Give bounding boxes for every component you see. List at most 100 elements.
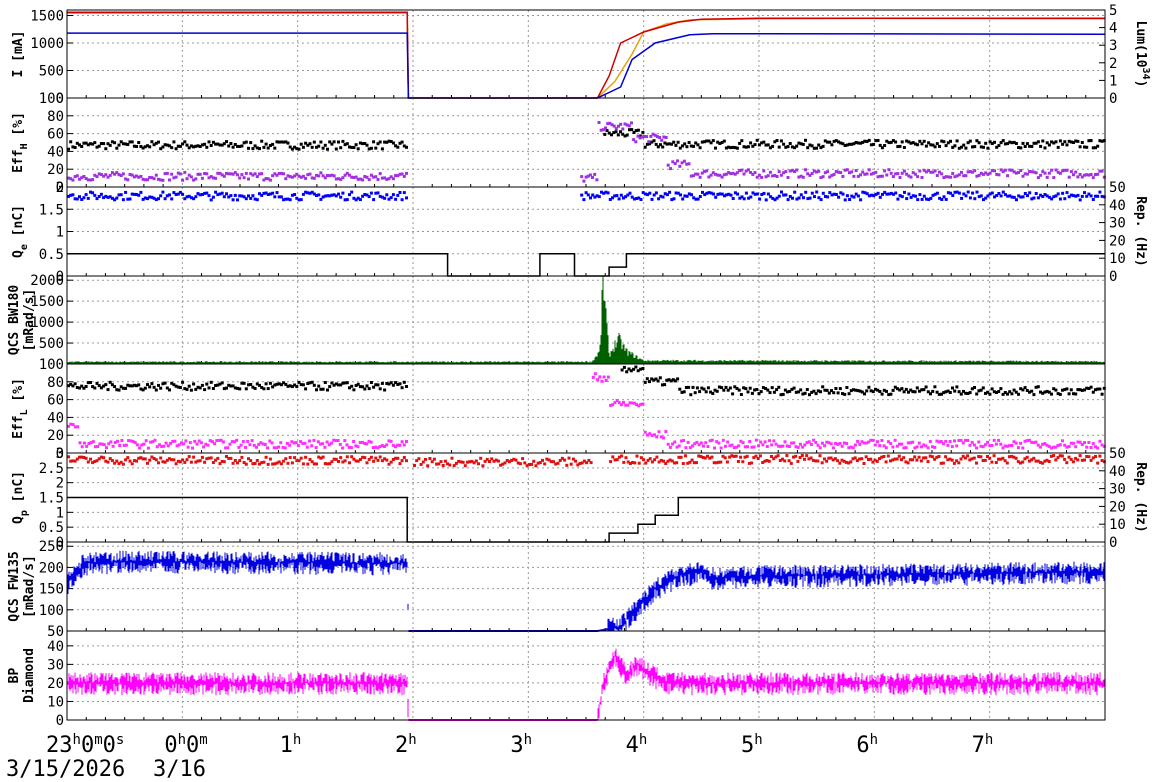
data-point [628, 462, 632, 465]
data-point [186, 445, 190, 449]
data-point [816, 389, 820, 393]
data-point [286, 174, 290, 178]
data-point [711, 171, 715, 175]
data-point [1074, 139, 1078, 143]
data-point [939, 461, 943, 465]
data-point [617, 197, 621, 201]
data-point [787, 459, 791, 463]
data-point [343, 439, 347, 443]
data-point [124, 443, 128, 447]
data-point [225, 386, 228, 390]
data-point [687, 192, 691, 196]
data-point [695, 461, 698, 465]
y2-tick-label: 0 [1109, 269, 1117, 285]
y-label-unit: [%] [11, 112, 26, 143]
data-point [196, 459, 200, 463]
data-point [229, 384, 233, 388]
data-point [702, 444, 705, 448]
data-point [229, 456, 233, 460]
data-point [71, 459, 75, 463]
data-point [446, 462, 450, 466]
data-point [367, 178, 371, 182]
data-point [203, 388, 207, 392]
data-point [678, 387, 682, 391]
data-point [845, 194, 849, 198]
data-point [264, 177, 268, 180]
data-point [185, 143, 189, 147]
data-point [613, 194, 617, 198]
data-point [948, 457, 952, 461]
data-point [874, 387, 877, 391]
data-point [293, 174, 297, 178]
data-point [282, 381, 286, 385]
data-point [273, 146, 277, 150]
data-point [810, 144, 814, 148]
data-point [255, 198, 259, 202]
data-point [358, 141, 362, 145]
data-point [1043, 171, 1047, 175]
data-point [863, 392, 866, 396]
data-point [319, 171, 323, 175]
data-point [159, 178, 163, 182]
data-point [113, 141, 117, 145]
data-point [1014, 142, 1018, 145]
data-point [689, 393, 693, 397]
data-point [152, 143, 156, 147]
y2-label: Rep. (Hz) [1133, 462, 1148, 532]
data-point [141, 177, 145, 181]
data-point [871, 390, 875, 394]
data-point [1078, 388, 1082, 392]
data-point [1050, 168, 1054, 172]
data-point [884, 446, 888, 450]
y-tick-label: 2 [56, 476, 64, 492]
data-point [185, 195, 189, 199]
data-point [273, 462, 277, 466]
data-point [823, 171, 827, 175]
data-point [982, 172, 985, 176]
data-point [1039, 144, 1043, 148]
data-point [894, 140, 898, 144]
data-point [761, 461, 765, 464]
data-point [1047, 460, 1051, 463]
data-point [288, 443, 292, 447]
data-point [1071, 460, 1075, 464]
data-point [391, 458, 395, 461]
data-point [986, 440, 990, 444]
data-point [708, 439, 712, 443]
data-point [209, 144, 213, 147]
data-point [238, 459, 242, 463]
data-point [71, 384, 75, 388]
data-point [543, 462, 547, 466]
data-point [792, 455, 795, 459]
data-point [146, 178, 149, 182]
data-point [1069, 441, 1073, 445]
data-point [1028, 191, 1032, 195]
data-point [745, 454, 749, 458]
data-point [220, 381, 224, 385]
data-point [938, 144, 941, 148]
data-point [1089, 458, 1093, 462]
data-point [1047, 195, 1051, 199]
data-point [168, 144, 171, 148]
data-point [400, 140, 404, 144]
x-tick-main: 7 [972, 733, 985, 758]
data-point [972, 456, 976, 460]
data-point [78, 386, 81, 390]
data-point [214, 384, 218, 387]
data-point [124, 458, 128, 462]
y2-tick-label: 30 [1109, 482, 1126, 498]
data-point [907, 140, 911, 144]
data-point [905, 172, 909, 176]
data-point [1089, 173, 1093, 176]
data-point [301, 462, 305, 466]
data-point [949, 175, 952, 179]
data-point [396, 443, 400, 447]
y-tick-label: 100 [39, 603, 64, 619]
data-point [345, 381, 349, 385]
data-point [1025, 142, 1029, 146]
data-point [183, 140, 187, 144]
data-point [931, 193, 935, 197]
data-point [150, 140, 154, 144]
data-point [725, 460, 729, 464]
data-point [242, 176, 246, 180]
